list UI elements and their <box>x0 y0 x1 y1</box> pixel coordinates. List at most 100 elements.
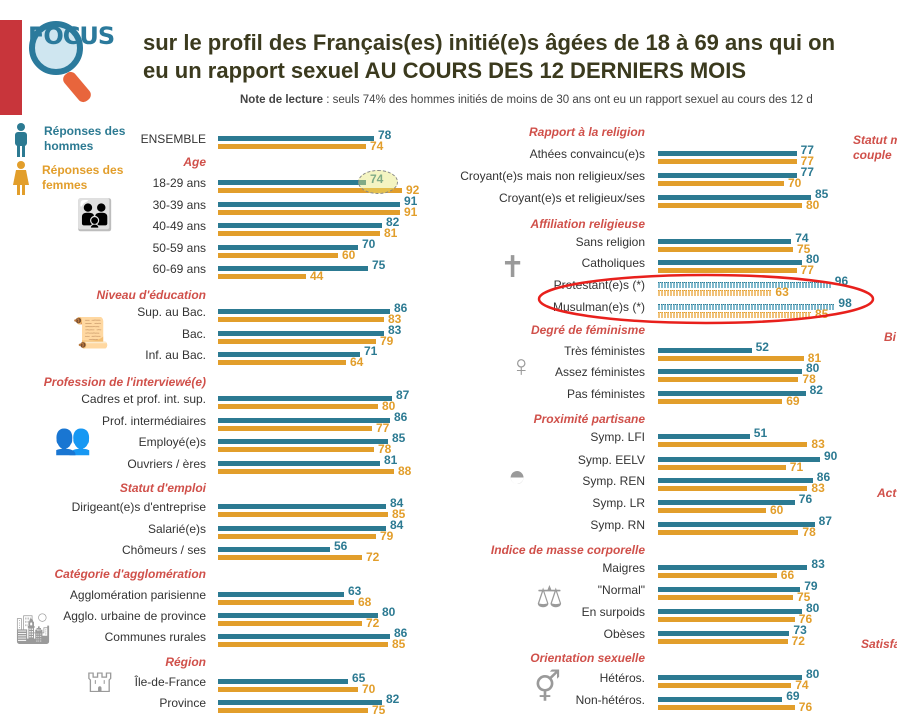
row-label: Pas féministes <box>566 387 645 401</box>
section-heading: Orientation sexuelle <box>530 651 645 665</box>
row-women-bar <box>658 399 783 404</box>
city-icon: 🏙 <box>14 613 53 646</box>
row-women-bar <box>658 312 811 318</box>
row-women-value: 80 <box>806 198 820 212</box>
row-label: Assez féministes <box>554 365 645 379</box>
row-men-bar <box>218 700 382 705</box>
row-men-bar <box>218 352 360 357</box>
row-label: Prof. intermédiaires <box>101 414 206 428</box>
row-men-value: 84 <box>390 496 404 510</box>
row-label: Symp. LR <box>592 496 645 510</box>
row-men-bar <box>218 309 390 314</box>
row-women-value: 92 <box>406 183 420 197</box>
row-women-value: 69 <box>786 394 800 408</box>
row-men-bar <box>218 418 390 423</box>
row-men-bar <box>658 697 783 702</box>
row-men-bar <box>658 348 752 353</box>
row-men-value: 75 <box>372 258 386 272</box>
row-women-bar <box>658 442 808 447</box>
row-men-value: 65 <box>352 671 366 685</box>
row-ensemble-men-bar <box>218 136 374 141</box>
row-label: Dirigeant(e)s d'entreprise <box>71 500 206 514</box>
row-men-value: 83 <box>388 323 402 337</box>
row-men-value: 83 <box>811 557 825 571</box>
row-women-bar <box>658 683 792 688</box>
row-men-value: 82 <box>386 692 400 706</box>
row-women-value: 71 <box>789 460 804 474</box>
row-men-bar <box>658 500 795 505</box>
row-men-bar <box>218 461 380 466</box>
row-label: Obèses <box>603 627 645 641</box>
row-men-value: 80 <box>806 252 820 266</box>
religion-symbols-icon: ✝ <box>500 251 526 284</box>
row-label: Maigres <box>602 561 645 575</box>
section-heading: Age <box>183 155 206 169</box>
row-label: Salarié(e)s <box>147 522 206 536</box>
row-men-bar <box>218 634 390 639</box>
row-men-bar <box>218 223 382 228</box>
row-label: "Normal" <box>597 583 645 597</box>
woman-icon <box>13 161 29 195</box>
row-men-value: 98 <box>838 296 852 310</box>
row-women-value: 91 <box>404 205 418 219</box>
row-men-value: 81 <box>384 453 398 467</box>
row-women-value: 70 <box>788 176 802 190</box>
row-men-value: 87 <box>818 514 832 528</box>
row-label: Catholiques <box>581 256 645 270</box>
row-men-bar <box>658 369 802 374</box>
row-men-bar <box>658 522 815 527</box>
section-heading: Catégorie d'agglomération <box>54 567 206 581</box>
row-label: Bac. <box>181 327 206 341</box>
scale-icon: ⚖ <box>536 581 563 614</box>
row-men-value: 80 <box>382 605 396 619</box>
row-women-bar <box>218 621 362 626</box>
row-men-value: 91 <box>404 194 418 208</box>
row-men-bar <box>658 304 835 310</box>
row-women-value: 77 <box>800 154 814 168</box>
row-men-bar <box>658 565 808 570</box>
row-men-value: 87 <box>396 388 410 402</box>
row-men-bar <box>218 396 392 401</box>
row-men-bar <box>218 180 366 185</box>
row-label: 50-59 ans <box>152 241 206 255</box>
row-women-bar <box>218 360 346 365</box>
row-women-bar <box>218 708 368 713</box>
row-women-bar <box>218 447 374 452</box>
row-women-value: 75 <box>372 703 386 717</box>
row-men-value: 86 <box>394 626 408 640</box>
row-women-bar <box>658 530 799 535</box>
row-men-bar <box>658 675 802 680</box>
row-women-value: 85 <box>392 507 406 521</box>
row-women-bar <box>218 512 388 517</box>
row-men-value: 79 <box>804 579 818 593</box>
row-label: 18-29 ans <box>152 176 206 190</box>
row-label: Protestant(e)s (*) <box>553 278 645 292</box>
row-women-value: 60 <box>342 248 356 262</box>
row-men-bar <box>218 439 388 444</box>
row-label: Employé(e)s <box>138 435 206 449</box>
row-men-value: 86 <box>394 410 408 424</box>
row-women-bar <box>218 231 380 236</box>
row-men-value: 71 <box>364 344 378 358</box>
row-women-bar <box>218 426 372 431</box>
row-label: Non-hétéros. <box>575 693 645 707</box>
row-men-bar <box>658 282 831 288</box>
row-men-value: 85 <box>815 187 829 201</box>
row-men-value: 80 <box>806 601 820 615</box>
row-label: Île-de-France <box>134 675 206 689</box>
row-men-bar <box>218 613 378 618</box>
row-women-bar <box>218 687 358 692</box>
family-ages-icon: 👪 <box>76 199 114 232</box>
row-women-bar <box>218 600 354 605</box>
row-women-value: 77 <box>376 421 390 435</box>
row-women-bar <box>218 274 306 279</box>
edge-heading-act: Act <box>877 486 897 500</box>
row-women-value: 80 <box>382 399 396 413</box>
row-women-value: 85 <box>392 637 406 651</box>
row-women-bar <box>218 642 388 647</box>
row-men-bar <box>218 547 330 552</box>
row-women-value: 81 <box>384 226 398 240</box>
row-men-value: 85 <box>392 431 406 445</box>
row-men-bar <box>658 151 797 156</box>
row-women-bar <box>658 377 799 382</box>
